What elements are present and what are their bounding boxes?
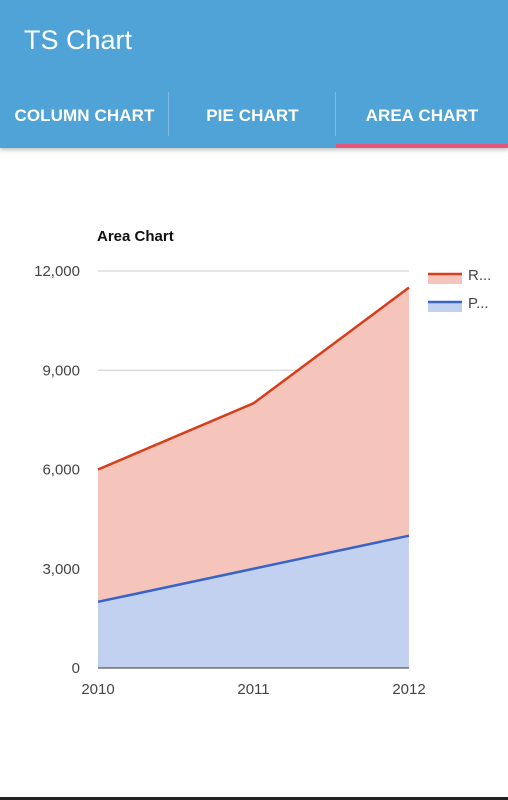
tab-pie-chart[interactable]: PIE CHART <box>169 84 336 148</box>
legend-swatch-2 <box>428 302 462 312</box>
tab-divider <box>168 92 169 136</box>
line-series-1 <box>97 286 410 471</box>
y-tick-label: 6,000 <box>42 462 80 479</box>
tab-column-chart-label: COLUMN CHART <box>14 106 155 125</box>
app-title: TS Chart <box>24 25 133 55</box>
x-tick-label: 2011 <box>237 681 269 698</box>
y-tick-label: 3,000 <box>42 561 80 578</box>
chart-axes: 0 3,000 6,000 9,000 12,000 2010 2011 2012 <box>34 263 426 698</box>
area-series-2 <box>98 535 409 668</box>
y-tick-label: 9,000 <box>42 362 80 379</box>
line-series-2 <box>97 534 410 604</box>
bottom-edge <box>0 797 508 800</box>
y-tick-label: 0 <box>72 660 80 677</box>
tab-area-chart-label: AREA CHART <box>365 106 479 125</box>
legend-swatch-1 <box>428 274 462 284</box>
chart-lines <box>97 286 410 604</box>
selected-tab-indicator <box>336 144 508 148</box>
tab-area-chart[interactable]: AREA CHART <box>336 84 508 148</box>
y-tick-label: 12,000 <box>34 263 80 280</box>
legend-label-2: P... <box>468 295 489 312</box>
area-chart: Area Chart 0 3,000 6,000 9,000 12,000 2010 201… <box>34 228 491 698</box>
tab-column-chart[interactable]: COLUMN CHART <box>0 84 169 148</box>
chart-legend: R... P... <box>428 267 491 312</box>
chart-areas <box>98 287 409 668</box>
tab-bar: COLUMN CHART PIE CHART AREA CHART <box>0 84 508 148</box>
app-bar: TS Chart COLUMN CHART PIE CHART AREA CHA… <box>0 0 508 148</box>
x-tick-label: 2010 <box>81 681 114 698</box>
legend-label-1: R... <box>468 267 491 284</box>
tab-pie-chart-label: PIE CHART <box>206 106 299 125</box>
x-tick-label: 2012 <box>392 681 425 698</box>
chart-title: Area Chart <box>97 228 174 245</box>
tab-divider <box>335 92 336 136</box>
